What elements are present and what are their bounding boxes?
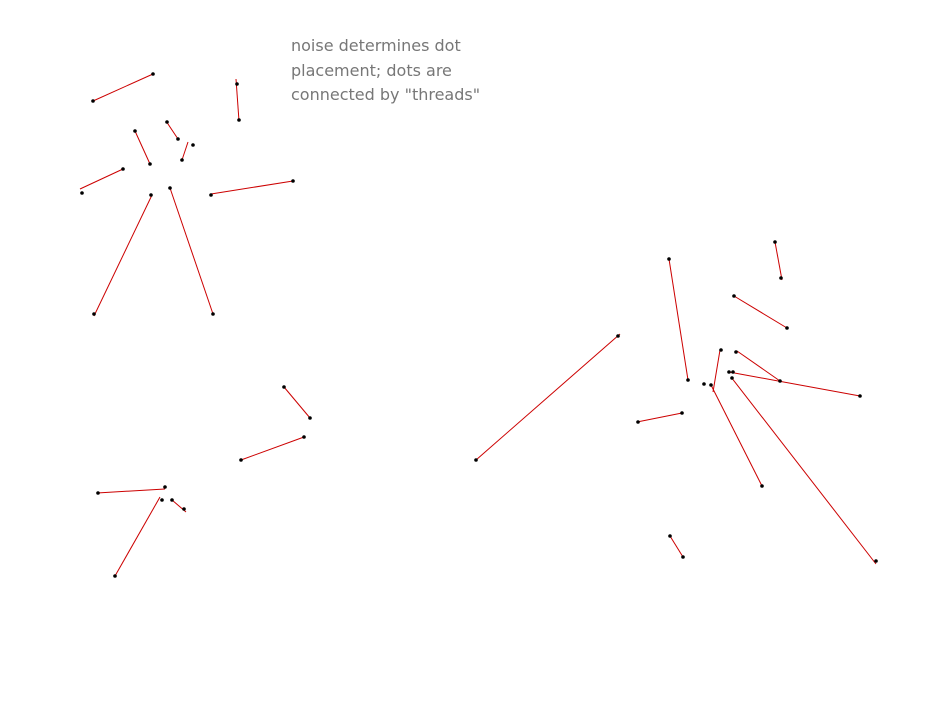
thread-line <box>92 73 154 102</box>
dot <box>760 484 764 488</box>
dot <box>702 382 706 386</box>
dot <box>211 312 215 316</box>
dot <box>668 534 672 538</box>
thread-line <box>730 376 877 565</box>
dot <box>149 193 153 197</box>
dot <box>163 485 167 489</box>
thread-line <box>235 78 240 122</box>
dot <box>731 370 735 374</box>
dot <box>680 411 684 415</box>
thread-line <box>636 412 683 423</box>
dot <box>709 383 713 387</box>
dot <box>191 143 195 147</box>
dot <box>176 137 180 141</box>
dot <box>235 82 239 86</box>
dot <box>209 193 213 197</box>
dot <box>180 158 184 162</box>
thread-line <box>79 168 124 190</box>
thread-line <box>134 130 151 165</box>
thread-line <box>96 488 166 494</box>
dot <box>785 326 789 330</box>
thread-line <box>93 194 153 317</box>
thread-line <box>712 349 721 393</box>
dot <box>182 507 186 511</box>
dot <box>291 179 295 183</box>
thread-line <box>774 241 783 281</box>
thread-line <box>475 333 621 461</box>
dot <box>302 435 306 439</box>
dot <box>91 99 95 103</box>
thread-line <box>283 386 311 419</box>
dot <box>92 312 96 316</box>
dot <box>858 394 862 398</box>
dot <box>168 186 172 190</box>
caption-text: noise determines dot placement; dots are… <box>291 36 481 104</box>
dot <box>636 420 640 424</box>
thread-line <box>240 436 305 461</box>
dot <box>779 276 783 280</box>
thread-line <box>728 371 861 397</box>
thread-line <box>669 535 684 558</box>
dot <box>148 162 152 166</box>
dot <box>308 416 312 420</box>
dot <box>727 370 731 374</box>
dot <box>681 555 685 559</box>
dot <box>616 334 620 338</box>
dot <box>165 120 169 124</box>
dot <box>113 574 117 578</box>
dot <box>96 491 100 495</box>
dot <box>730 376 734 380</box>
dot <box>133 129 137 133</box>
thread-line <box>114 496 161 577</box>
dot <box>686 378 690 382</box>
dot <box>151 72 155 76</box>
thread-line <box>668 258 689 381</box>
thread-line <box>736 350 781 382</box>
dot <box>121 167 125 171</box>
thread-line <box>169 187 214 315</box>
dot <box>874 559 878 563</box>
thread-line <box>165 120 179 140</box>
dot <box>282 385 286 389</box>
dot <box>474 458 478 462</box>
dot <box>778 379 782 383</box>
dot <box>732 294 736 298</box>
dot <box>719 348 723 352</box>
thread-line <box>181 141 189 161</box>
dot <box>239 458 243 462</box>
dot <box>773 240 777 244</box>
dot <box>170 498 174 502</box>
dot <box>160 498 164 502</box>
dot <box>80 191 84 195</box>
dot <box>734 350 738 354</box>
thread-line <box>733 295 788 329</box>
dot <box>237 118 241 122</box>
thread-line <box>210 180 294 195</box>
thread-line <box>710 384 763 487</box>
dot <box>667 257 671 261</box>
